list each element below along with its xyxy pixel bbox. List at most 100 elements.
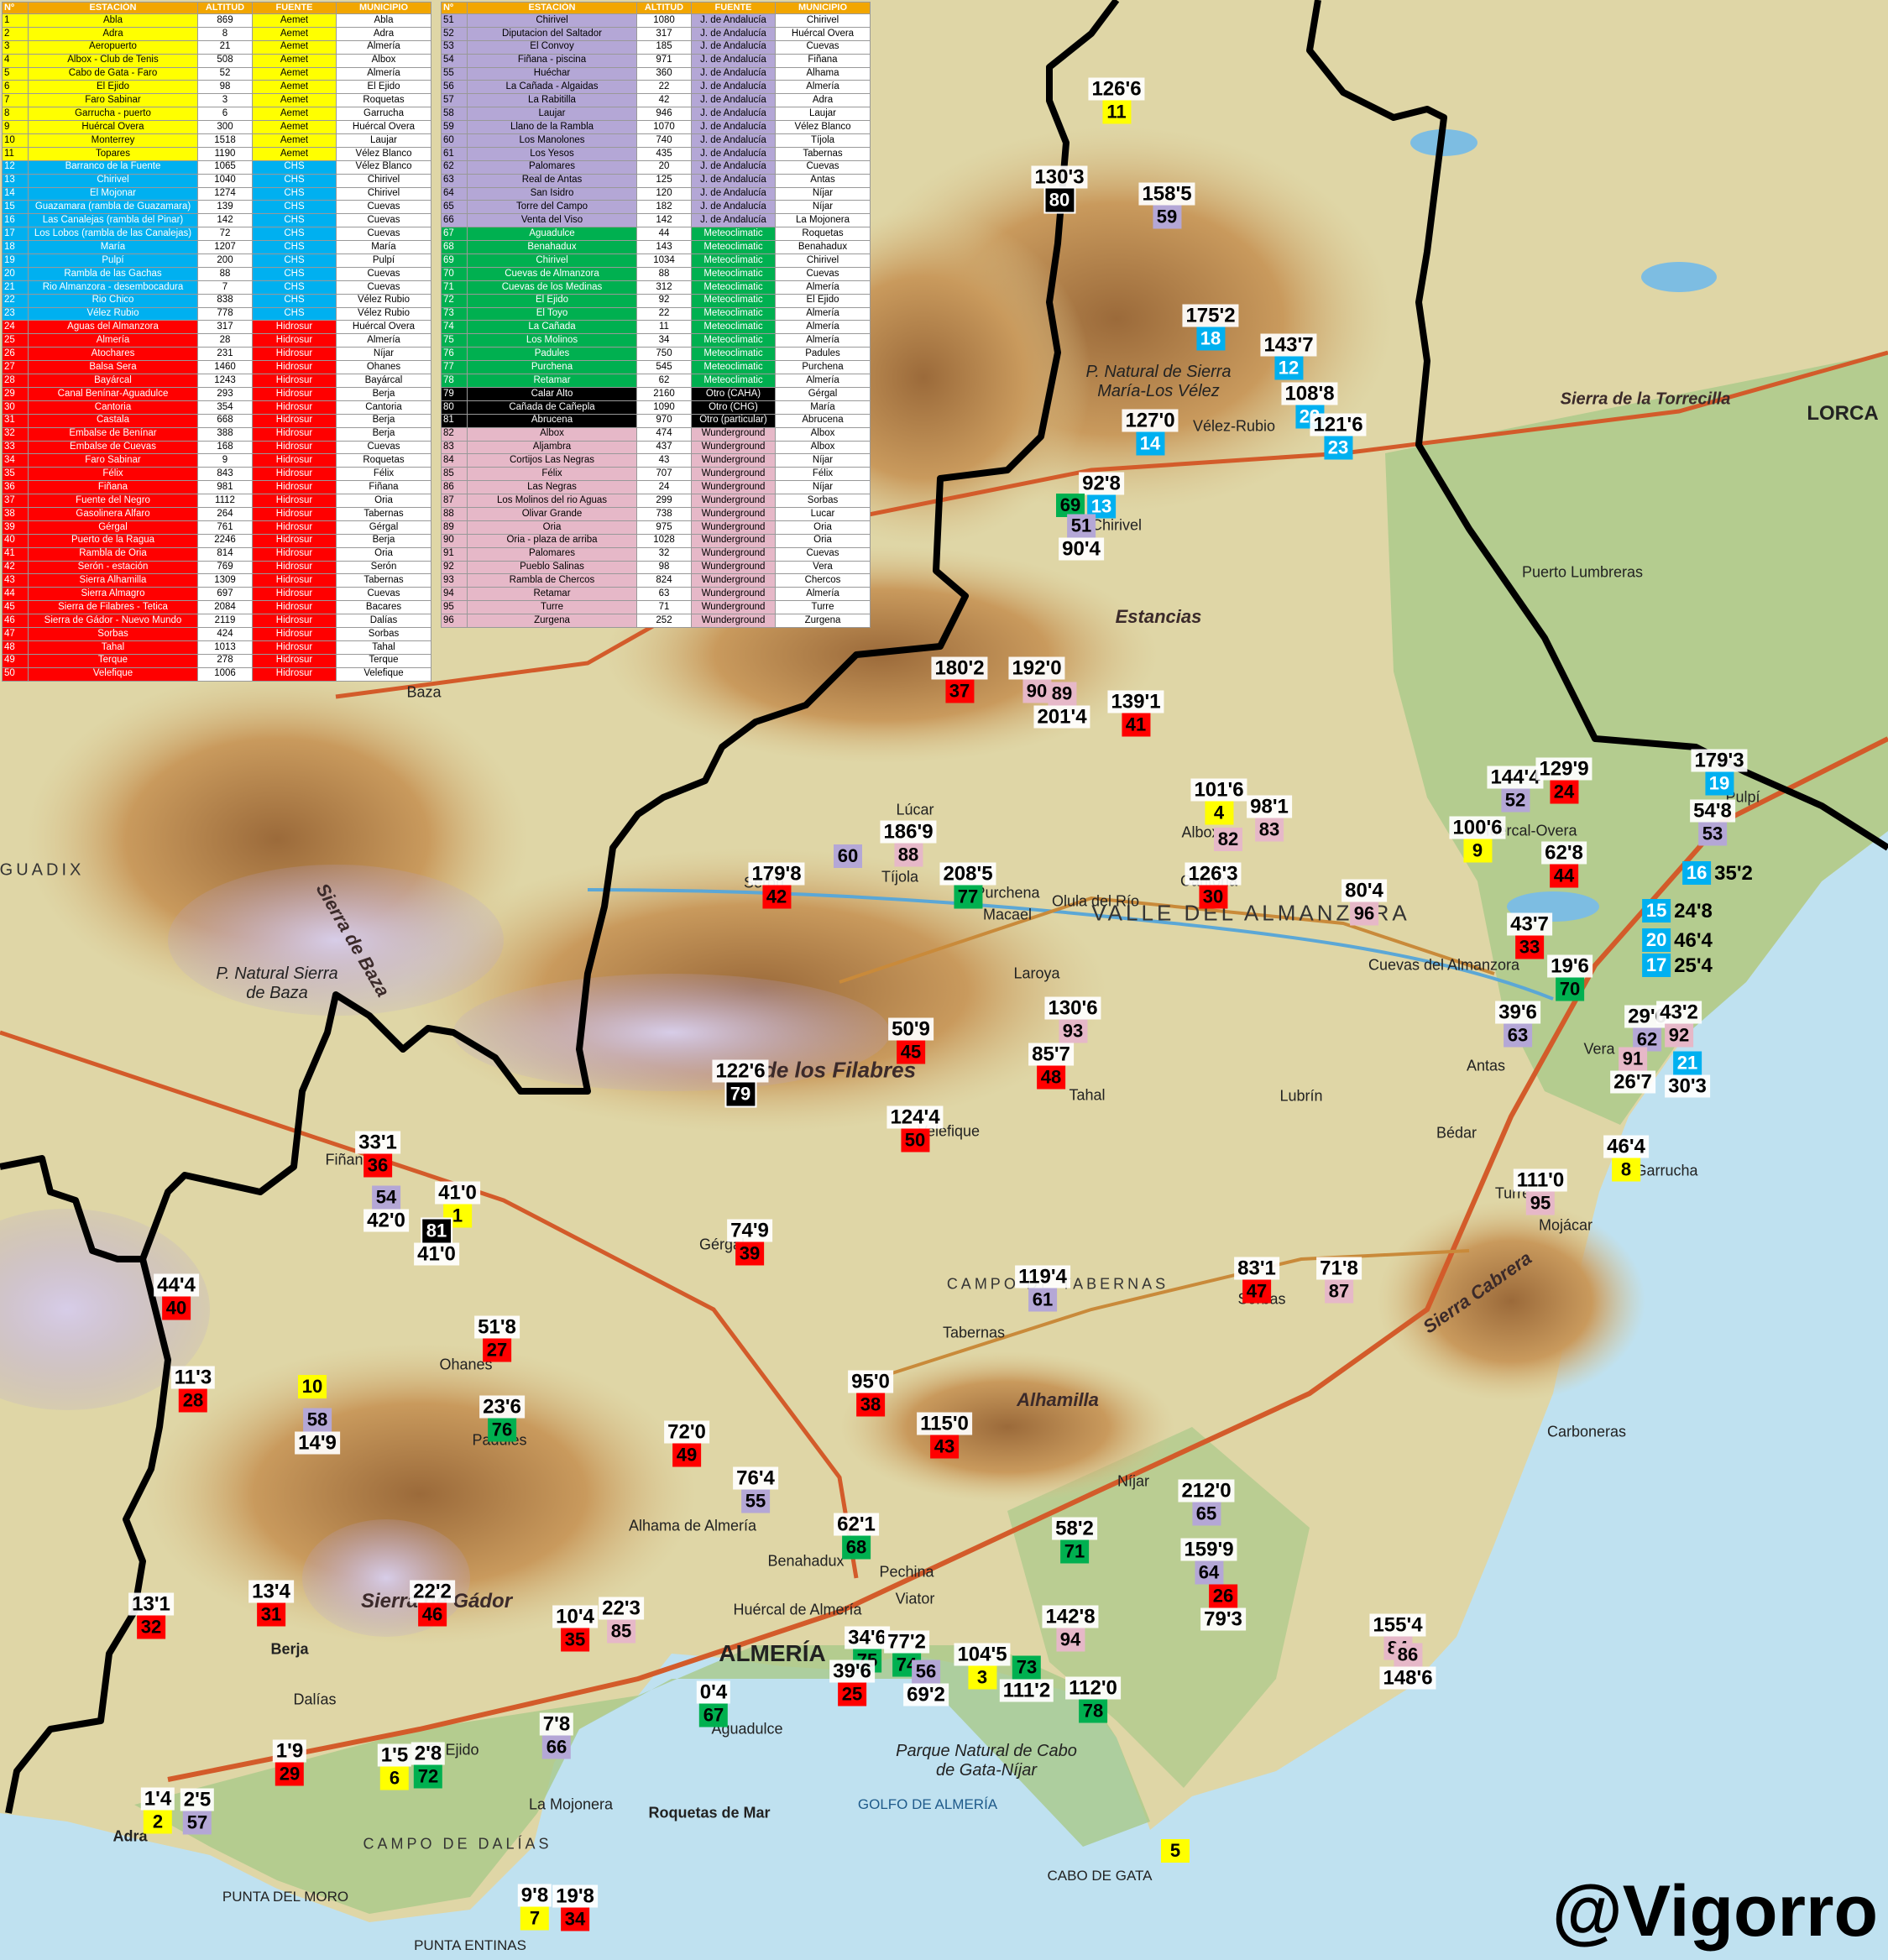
cell-station: María <box>28 240 198 255</box>
cell-municipality: Laujar <box>775 107 871 122</box>
cell-municipality: Níjar <box>775 200 871 215</box>
cell-source: Aemet <box>252 80 337 95</box>
cell-source: CHS <box>252 266 337 281</box>
rainfall-value: 19'6 <box>1547 954 1593 978</box>
cell-altitude: 474 <box>636 426 692 442</box>
station-id-badge: 3 <box>967 1665 996 1690</box>
cell-source: CHS <box>252 213 337 228</box>
station-marker: 180'2 37 <box>931 656 988 703</box>
table-row: 55 Huéchar 360 J. de Andalucía Alhama <box>441 66 871 81</box>
col-municipality: MUNICIPIO <box>336 2 431 14</box>
cell-source: Hidrosur <box>252 506 337 521</box>
cell-station: Las Negras <box>467 480 637 495</box>
station-marker: 16 35'2 <box>1682 861 1756 885</box>
cell-num: 34 <box>2 453 29 468</box>
cell-altitude: 435 <box>636 146 692 161</box>
cell-station: Abrucena <box>467 413 637 428</box>
station-id-badge: 93 <box>1058 1019 1087 1043</box>
cell-num: 40 <box>2 533 29 548</box>
cell-altitude: 88 <box>636 266 692 281</box>
station-marker: 60 <box>834 844 862 868</box>
place-pn-baza: P. Natural Sierra de Baza <box>216 964 338 1002</box>
cell-altitude: 975 <box>636 520 692 535</box>
cell-station: Laujar <box>467 107 637 122</box>
cell-altitude: 2084 <box>197 600 253 615</box>
table-row: 24 Aguas del Almanzora 317 Hidrosur Huércal … <box>2 320 431 335</box>
station-id-badge: 86 <box>1393 1643 1422 1667</box>
cell-station: Venta del Viso <box>467 213 637 228</box>
rainfall-value: 192'0 <box>1008 656 1065 680</box>
station-id-badge: 40 <box>162 1296 191 1320</box>
table-row: 40 Puerto de la Ragua 2246 Hidrosur Berja <box>2 533 431 548</box>
station-id-badge: 21 <box>1673 1051 1702 1075</box>
table-row: 11 Topares 1190 Aemet Vélez Blanco <box>2 146 431 161</box>
cell-num: 26 <box>2 347 29 362</box>
table-row: 58 Laujar 946 J. de Andalucía Laujar <box>441 107 871 122</box>
cell-station: Cuevas de los Medinas <box>467 280 637 295</box>
cell-num: 41 <box>2 546 29 562</box>
cell-source: CHS <box>252 159 337 175</box>
cell-source: Hidrosur <box>252 467 337 482</box>
table-row: 27 Balsa Sera 1460 Hidrosur Ohanes <box>2 360 431 375</box>
station-marker: 2'5 57 <box>180 1788 215 1835</box>
cell-altitude: 231 <box>197 347 253 362</box>
cell-altitude: 946 <box>636 107 692 122</box>
cell-municipality: Níjar <box>775 480 871 495</box>
cell-num: 29 <box>2 386 29 401</box>
station-id-badge: 31 <box>257 1602 285 1627</box>
cell-source: Meteoclimatic <box>691 374 776 388</box>
cell-altitude: 1518 <box>197 133 253 148</box>
rainfall-value: 22'2 <box>410 1580 455 1603</box>
table-row: 56 La Cañada - Algaidas 22 J. de Andalucía A… <box>441 80 871 95</box>
cell-num: 71 <box>441 280 468 295</box>
station-id-badge: 19 <box>1704 771 1734 796</box>
cell-municipality: Oria <box>336 546 431 562</box>
table-row: 81 Abrucena 970 Otro (particular) Abrucena <box>441 413 871 428</box>
cell-num: 39 <box>2 520 29 535</box>
rainfall-value: 10'4 <box>552 1605 598 1628</box>
table-row: 35 Félix 843 Hidrosur Félix <box>2 467 431 482</box>
rainfall-value: 46'4 <box>1674 928 1713 952</box>
rainfall-value: 180'2 <box>931 656 988 680</box>
table-row: 53 El Convoy 185 J. de Andalucía Cuevas <box>441 39 871 55</box>
cell-altitude: 142 <box>197 213 253 228</box>
cell-source: Wunderground <box>691 533 776 548</box>
station-id-badge: 65 <box>1191 1502 1221 1526</box>
table-row: 14 El Mojonar 1274 CHS Chirivel <box>2 186 431 201</box>
station-marker: 158'5 59 <box>1138 182 1195 229</box>
cell-municipality: Adra <box>775 93 871 108</box>
station-id-badge: 30 <box>1198 885 1227 909</box>
station-marker: 108'822 <box>1281 382 1338 429</box>
place-bedar: Bédar <box>1436 1124 1477 1142</box>
cell-num: 74 <box>441 320 468 335</box>
station-marker: 58 14'9 <box>295 1408 340 1455</box>
station-id-badge: 71 <box>1060 1539 1089 1564</box>
place-alhama: Alhama de Almería <box>628 1517 757 1534</box>
station-marker: 159'9 64 <box>1180 1538 1237 1585</box>
cell-municipality: Chirivel <box>775 253 871 268</box>
cell-station: El Ejido <box>467 293 637 308</box>
cell-num: 75 <box>441 333 468 348</box>
cell-station: Canal Benínar-Aguadulce <box>28 386 198 401</box>
col-altitude: ALTITUD <box>197 2 253 14</box>
cell-municipality: Berja <box>336 533 431 548</box>
cell-altitude: 354 <box>197 400 253 415</box>
cell-altitude: 24 <box>636 480 692 495</box>
station-id-badge: 83 <box>1255 818 1284 842</box>
station-id-badge: 91 <box>1619 1047 1647 1071</box>
station-marker: 112'0 78 <box>1065 1676 1121 1723</box>
snow-filabres <box>453 974 890 1091</box>
station-id-badge: 46 <box>418 1602 447 1627</box>
cell-municipality: Tabernas <box>336 573 431 588</box>
cell-station: Tahal <box>28 640 198 655</box>
cell-source: Hidrosur <box>252 573 337 588</box>
table-row: 54 Fiñana - piscina 971 J. de Andalucía Fiña… <box>441 53 871 68</box>
cell-station: Aguadulce <box>467 227 637 242</box>
station-id-badge: 90 <box>1022 679 1051 703</box>
table-row: 21 Rio Almanzora - desembocadura 7 CHS Cueva… <box>2 280 431 295</box>
cell-municipality: Vélez Rubio <box>336 293 431 308</box>
cell-altitude: 6 <box>197 107 253 122</box>
station-id-badge: 73 <box>1012 1655 1041 1680</box>
station-id-badge: 77 <box>953 885 982 909</box>
station-marker: 115'0 43 <box>917 1412 972 1459</box>
